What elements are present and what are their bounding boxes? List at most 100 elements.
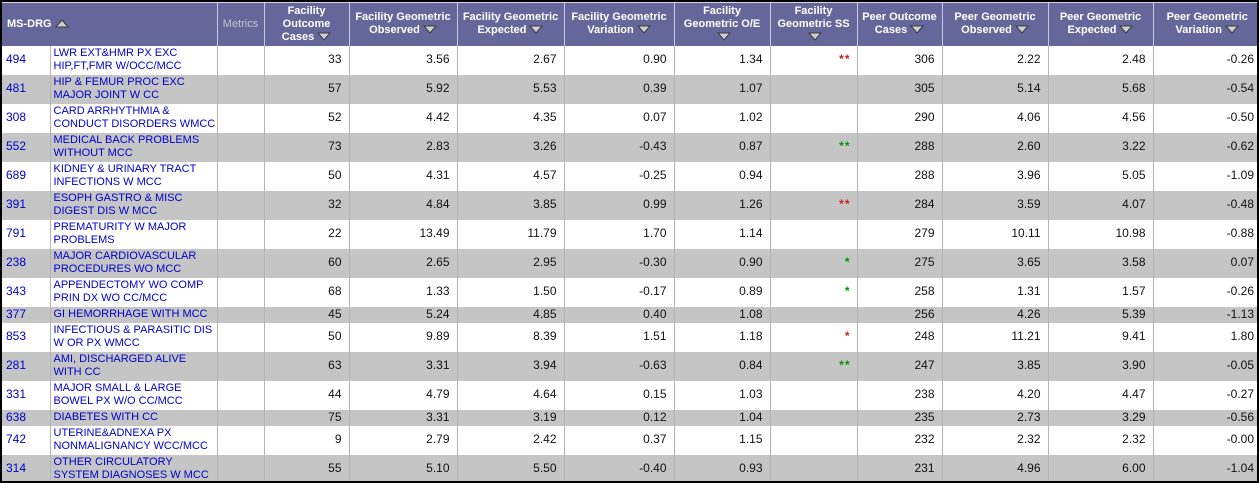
column-header-facility-observed[interactable]: Facility Geometric Observed: [348, 2, 458, 46]
peer-geometric-variation-cell: -1.09: [1152, 161, 1257, 191]
sort-descending-icon: [422, 25, 437, 35]
facility-geometric-variation-cell: 0.37: [563, 425, 675, 455]
peer-outcome-cases-cell: 288: [856, 161, 943, 191]
peer-geometric-variation-cell: -0.05: [1152, 351, 1257, 381]
column-header-facility-ss[interactable]: Facility Geometric SS: [769, 2, 858, 46]
drg-code-link[interactable]: 689: [6, 168, 27, 182]
column-header-facility-variation[interactable]: Facility Geometric Variation: [563, 2, 675, 46]
column-header-msdrg[interactable]: MS-DRG: [2, 2, 218, 46]
column-header-peer-variation[interactable]: Peer Geometric Variation: [1152, 2, 1257, 46]
facility-outcome-cases-cell: 33: [263, 45, 350, 75]
facility-geometric-ss-cell: [769, 306, 858, 323]
facility-outcome-cases-cell: 32: [263, 190, 350, 220]
drg-code-link[interactable]: 308: [6, 110, 27, 124]
facility-geometric-observed-cell: 2.65: [348, 248, 458, 278]
column-label: Facility Geometric Observed: [355, 11, 451, 37]
facility-geometric-ss-cell: [769, 161, 858, 191]
metrics-cell: [216, 425, 265, 455]
peer-outcome-cases-cell: 256: [856, 306, 943, 323]
peer-outcome-cases-cell: 284: [856, 190, 943, 220]
column-label: Facility Geometric SS: [777, 4, 850, 30]
column-header-facility-expected[interactable]: Facility Geometric Expected: [456, 2, 565, 46]
peer-geometric-variation-cell: -0.27: [1152, 380, 1257, 410]
drg-code-link[interactable]: 791: [6, 226, 27, 240]
drg-description: DIABETES WITH CC: [49, 409, 218, 426]
facility-geometric-variation-cell: -0.17: [563, 277, 675, 307]
drg-code-link[interactable]: 481: [6, 81, 27, 95]
peer-geometric-observed-cell: 3.65: [941, 248, 1049, 278]
facility-geometric-observed-cell: 4.79: [348, 380, 458, 410]
metrics-cell: [216, 409, 265, 426]
drg-code-link[interactable]: 343: [6, 284, 27, 298]
metrics-cell: [216, 248, 265, 278]
drg-code-link[interactable]: 331: [6, 387, 27, 401]
facility-outcome-cases-cell: 50: [263, 322, 350, 352]
column-header-peer-expected[interactable]: Peer Geometric Expected: [1047, 2, 1154, 46]
peer-geometric-observed-cell: 4.96: [941, 454, 1049, 481]
peer-geometric-variation-cell: -0.26: [1152, 277, 1257, 307]
facility-geometric-observed-cell: 3.31: [348, 409, 458, 426]
peer-geometric-expected-cell: 5.05: [1047, 161, 1154, 191]
drg-code-link[interactable]: 238: [6, 255, 27, 269]
column-header-facility-oe[interactable]: Facility Geometric O/E: [673, 2, 771, 46]
table-row: 343 APPENDECTOMY WO COMP PRIN DX WO CC/M…: [2, 277, 1257, 307]
metrics-cell: [216, 351, 265, 381]
drg-code-link[interactable]: 377: [6, 306, 27, 321]
drg-description: AMI, DISCHARGED ALIVE WITH CC: [49, 351, 218, 381]
facility-geometric-oe-cell: 1.08: [673, 306, 771, 323]
peer-geometric-observed-cell: 2.73: [941, 409, 1049, 426]
column-header-facility-cases[interactable]: Facility Outcome Cases: [263, 2, 350, 46]
peer-geometric-observed-cell: 10.11: [941, 219, 1049, 249]
facility-geometric-ss-cell: [769, 425, 858, 455]
drg-code-link[interactable]: 391: [6, 197, 27, 211]
drg-code-link[interactable]: 314: [6, 461, 27, 475]
facility-geometric-observed-cell: 5.10: [348, 454, 458, 481]
drg-code-link[interactable]: 638: [6, 409, 27, 424]
facility-geometric-observed-cell: 3.31: [348, 351, 458, 381]
facility-geometric-variation-cell: 0.39: [563, 74, 675, 104]
peer-geometric-expected-cell: 4.56: [1047, 103, 1154, 133]
peer-outcome-cases-cell: 275: [856, 248, 943, 278]
drg-code-link[interactable]: 742: [6, 432, 27, 446]
facility-outcome-cases-cell: 75: [263, 409, 350, 426]
column-label: Peer Geometric Expected: [1059, 11, 1142, 37]
drg-code-link[interactable]: 281: [6, 358, 27, 372]
facility-geometric-oe-cell: 0.84: [673, 351, 771, 381]
facility-geometric-ss-cell: [769, 454, 858, 481]
facility-geometric-oe-cell: 1.02: [673, 103, 771, 133]
sort-descending-icon: [1224, 25, 1240, 35]
peer-geometric-observed-cell: 4.26: [941, 306, 1049, 323]
facility-geometric-ss-cell: [769, 380, 858, 410]
facility-geometric-oe-cell: 1.15: [673, 425, 771, 455]
metrics-cell: [216, 132, 265, 162]
peer-geometric-variation-cell: -0.88: [1152, 219, 1257, 249]
column-label: Metrics: [222, 17, 259, 30]
metrics-cell: [216, 306, 265, 323]
column-label: MS-DRG: [7, 17, 52, 30]
facility-geometric-expected-cell: 4.85: [456, 306, 565, 323]
facility-geometric-observed-cell: 4.84: [348, 190, 458, 220]
facility-geometric-observed-cell: 2.79: [348, 425, 458, 455]
peer-outcome-cases-cell: 248: [856, 322, 943, 352]
facility-geometric-expected-cell: 3.26: [456, 132, 565, 162]
drg-code-cell: 281: [2, 352, 50, 381]
column-header-peer-cases[interactable]: Peer Outcome Cases: [856, 2, 943, 46]
drg-code-link[interactable]: 552: [6, 139, 27, 153]
facility-outcome-cases-cell: 68: [263, 277, 350, 307]
drg-code-cell: 331: [2, 381, 50, 410]
drg-description: LWR EXT&HMR PX EXC HIP,FT,FMR W/OCC/MCC: [49, 45, 218, 75]
facility-geometric-observed-cell: 1.33: [348, 277, 458, 307]
drg-code-link[interactable]: 853: [6, 329, 27, 343]
facility-geometric-ss-cell: *: [769, 248, 858, 278]
sort-descending-icon: [317, 32, 332, 41]
drg-code-cell: 481: [2, 75, 50, 104]
facility-geometric-observed-cell: 3.56: [348, 45, 458, 75]
metrics-cell: [216, 74, 265, 104]
drg-code-cell: 238: [2, 249, 50, 278]
column-label: Facility Geometric Variation: [571, 11, 667, 37]
column-header-peer-observed[interactable]: Peer Geometric Observed: [941, 2, 1049, 46]
peer-geometric-variation-cell: -0.50: [1152, 103, 1257, 133]
facility-geometric-oe-cell: 1.14: [673, 219, 771, 249]
drg-code-link[interactable]: 494: [6, 52, 27, 66]
